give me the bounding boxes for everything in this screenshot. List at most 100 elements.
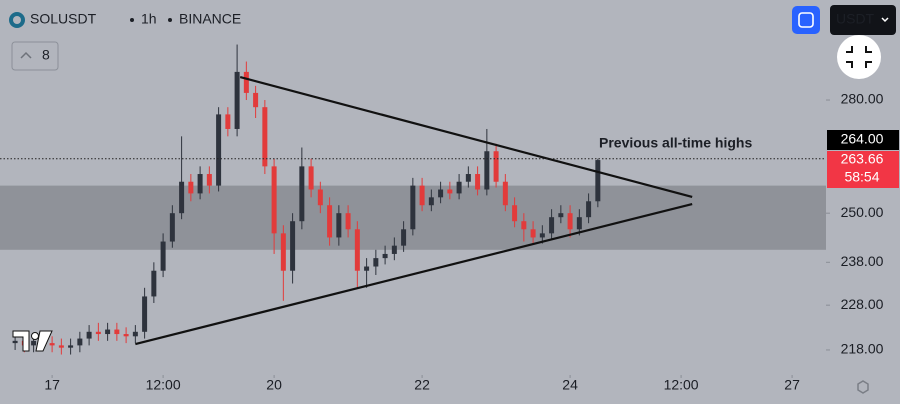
plot-area: Previous all-time highs <box>0 44 826 355</box>
x-tick-label: 12:00 <box>664 377 699 393</box>
candle-body <box>68 345 74 348</box>
candle-body <box>280 233 286 271</box>
symbol[interactable]: SOLUSDT <box>30 11 97 27</box>
candle-body <box>373 258 379 267</box>
candle-body <box>132 331 138 337</box>
y-tick-label: 280.00 <box>841 91 884 107</box>
currency: USDT <box>836 11 875 27</box>
collapse-icon <box>846 46 872 68</box>
candle-body <box>216 114 222 186</box>
candle-body <box>262 107 268 167</box>
candle-body <box>539 233 545 238</box>
candle-body <box>567 213 573 230</box>
compare-button[interactable] <box>792 6 820 34</box>
last-price-label: 263.66 <box>841 151 884 167</box>
separator <box>168 18 172 22</box>
candle-body <box>410 185 416 230</box>
fullscreen-button[interactable] <box>837 35 881 79</box>
x-tick-label: 27 <box>784 377 800 393</box>
symbol-logo-inner <box>13 16 21 24</box>
candle-body <box>243 71 249 93</box>
candle-body <box>31 340 37 346</box>
candle-body <box>327 205 333 238</box>
candle-body <box>225 114 231 129</box>
candle-body <box>234 71 240 129</box>
trendline <box>135 202 693 346</box>
candle-body <box>151 270 157 297</box>
x-tick-label: 20 <box>266 377 282 393</box>
candle-body <box>58 345 64 348</box>
candle-body <box>271 166 277 234</box>
x-tick-label: 12:00 <box>146 377 181 393</box>
indicator-count: 8 <box>42 47 50 63</box>
candle-body <box>586 201 592 218</box>
candle-body <box>49 343 55 346</box>
candle-body <box>336 213 342 238</box>
candle-body <box>169 213 175 242</box>
candle-body <box>428 197 434 206</box>
candle-body <box>493 151 499 182</box>
exchange[interactable]: BINANCE <box>179 11 241 27</box>
candle-body <box>512 205 518 222</box>
candle-body <box>401 229 407 246</box>
y-tick-label: 250.00 <box>841 204 884 220</box>
candle-body <box>447 189 453 194</box>
price-line-label-box <box>827 130 899 150</box>
indicators-button[interactable] <box>11 41 59 71</box>
candle-body <box>95 331 101 335</box>
candle-body <box>576 217 582 230</box>
header: SOLUSDT 1h BINANCE 8 USDT <box>9 5 896 79</box>
x-tick-label: 17 <box>44 377 60 393</box>
separator <box>130 18 134 22</box>
candle-body <box>123 334 129 337</box>
candle-body <box>345 213 351 230</box>
candle-body <box>419 185 425 206</box>
candle-body <box>484 151 490 190</box>
candle-body <box>382 253 388 259</box>
y-tick-label: 228.00 <box>841 296 884 312</box>
candle-body <box>12 340 18 344</box>
candle-body <box>549 217 555 234</box>
candle-body <box>438 189 444 198</box>
candle-body <box>475 174 481 190</box>
logo-part <box>35 330 53 352</box>
settings-button[interactable] <box>857 380 869 394</box>
x-tick-label: 22 <box>414 377 430 393</box>
candle-body <box>558 213 564 218</box>
candle-body <box>299 166 305 222</box>
candle-body <box>502 181 508 206</box>
candle-body <box>317 189 323 206</box>
candle-body <box>105 329 111 335</box>
candle-body <box>160 241 166 271</box>
countdown: 58:54 <box>844 169 879 185</box>
candle-body <box>521 221 527 230</box>
candle-body <box>86 331 92 339</box>
interval[interactable]: 1h <box>141 11 157 27</box>
candle-body <box>114 329 120 335</box>
chevron-icon <box>20 51 32 59</box>
compare-icon <box>798 12 814 28</box>
candle-body <box>253 92 259 108</box>
tradingview-logo <box>12 330 53 352</box>
currency-button[interactable] <box>830 5 896 35</box>
candle-body <box>595 160 601 202</box>
candle-body <box>364 266 370 271</box>
candle-body <box>188 181 194 194</box>
candle-body <box>308 166 314 190</box>
price-line-label: 264.00 <box>841 131 884 147</box>
candle-body <box>530 229 536 238</box>
candle-body <box>465 174 471 182</box>
y-tick-label: 218.00 <box>841 341 884 357</box>
candle-body <box>456 181 462 194</box>
candle-body <box>290 221 296 271</box>
annotation: Previous all-time highs <box>599 135 752 151</box>
logo-part <box>31 332 39 340</box>
dropdown-icon <box>881 17 889 23</box>
candle-body <box>179 181 185 214</box>
trendline <box>239 76 693 199</box>
candle-body <box>354 229 360 271</box>
candle-body <box>77 338 83 346</box>
x-tick-label: 24 <box>562 377 578 393</box>
